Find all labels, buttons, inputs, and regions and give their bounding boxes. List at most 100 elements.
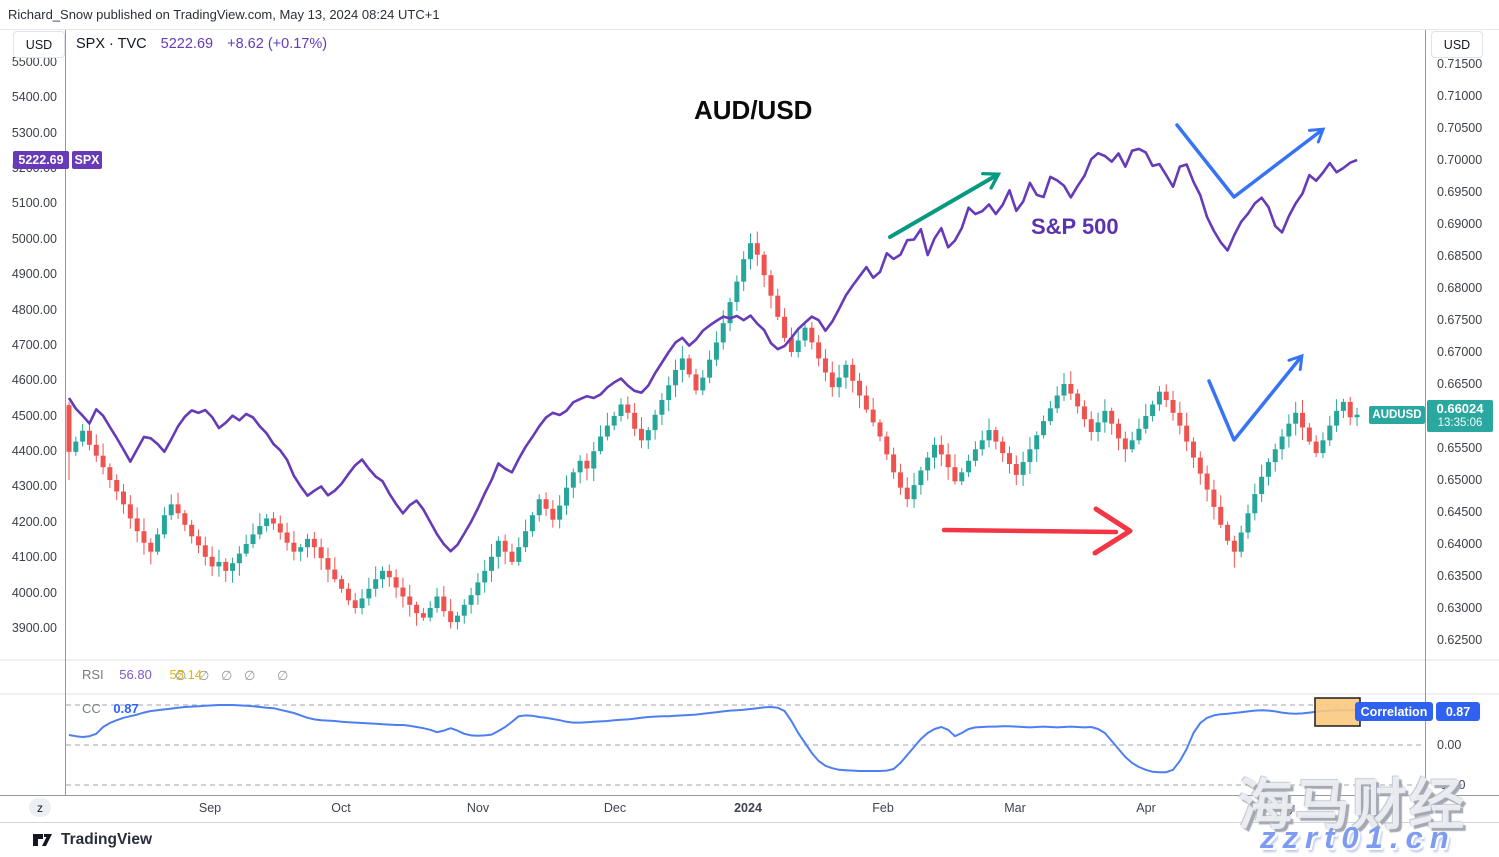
candle-body <box>932 444 938 458</box>
candle-body <box>584 460 590 469</box>
candle-body <box>536 499 542 516</box>
rsi-value-1: 56.80 <box>119 667 152 682</box>
blue-v-arrow-top[interactable] <box>1175 123 1326 199</box>
right-axis-tick: 0.65000 <box>1437 473 1483 487</box>
candle-body <box>679 358 685 370</box>
candle-body <box>1286 423 1292 437</box>
time-axis-label: Apr <box>1136 801 1156 815</box>
candle-body <box>434 596 440 608</box>
rsi-value-2: 55.14 <box>169 667 203 682</box>
highlight-box[interactable] <box>1314 697 1361 727</box>
candle-body <box>230 563 236 571</box>
right-axis-tick: 0.64500 <box>1437 505 1483 519</box>
candle-body <box>1047 408 1053 422</box>
time-axis-label: Mar <box>1004 801 1026 815</box>
sp500-label-annotation: S&P 500 <box>1031 214 1119 239</box>
candle-body <box>80 430 86 442</box>
candle-body <box>986 430 992 441</box>
candle-body <box>1156 391 1162 405</box>
candle-body <box>161 515 167 535</box>
candle-body <box>1061 384 1067 396</box>
candle-body <box>1184 425 1190 442</box>
rsi-empty-value-icon: ∅ <box>244 668 256 683</box>
candle-body <box>754 243 760 255</box>
tradingview-logo-icon <box>33 834 52 846</box>
left-axis-currency-button[interactable]: USD <box>13 31 65 58</box>
candle-body <box>645 430 651 441</box>
candle-body <box>829 372 835 388</box>
candle-body <box>1279 436 1285 450</box>
cc-pane-header[interactable]: CC 0.87 <box>82 701 139 716</box>
tradingview-logo[interactable]: TradingView <box>32 831 152 849</box>
candle-body <box>311 538 317 548</box>
symbol-price: 5222.69 <box>160 36 214 52</box>
candle-body <box>1272 449 1278 463</box>
candle-body <box>305 538 311 548</box>
candle-body <box>216 561 222 567</box>
candle-body <box>611 416 617 426</box>
candle-body <box>202 545 208 557</box>
blue-v-arrow-mid[interactable] <box>1207 353 1304 442</box>
candle-body <box>870 409 876 423</box>
candle-body <box>345 588 351 601</box>
correlation-badge-value: 0.87 <box>1436 702 1480 721</box>
teal-up-arrow[interactable] <box>888 171 1002 239</box>
candle-body <box>891 454 897 473</box>
right-axis-tick: 0.70500 <box>1437 121 1483 135</box>
candle-body <box>809 327 815 343</box>
candle-body <box>1211 489 1217 507</box>
candle-body <box>400 587 406 597</box>
time-axis-label: 2024 <box>734 801 762 815</box>
rsi-pane-header[interactable]: RSI 56.80 55.14 <box>82 667 202 682</box>
candle-body <box>1163 391 1169 400</box>
candle-body <box>1225 524 1231 541</box>
candle-body <box>918 470 924 486</box>
candle-body <box>277 523 283 533</box>
left-axis-tick: 5400.00 <box>11 90 57 105</box>
candle-body <box>1102 410 1108 423</box>
audusd-price: 0.66024 <box>1436 401 1484 416</box>
byline: Richard_Snow published on TradingView.co… <box>8 7 440 22</box>
candle-body <box>175 504 181 514</box>
candle-body <box>1081 406 1087 420</box>
right-axis-tick: 0.70000 <box>1437 153 1483 167</box>
candle-body <box>1259 476 1265 495</box>
left-axis-tick: 5000.00 <box>11 231 57 246</box>
candle-body <box>482 570 488 583</box>
watermark-url: zzrt01.cn <box>1260 820 1456 855</box>
right-axis-currency-button[interactable]: USD <box>1431 31 1483 58</box>
candle-body <box>707 359 713 378</box>
candle-body <box>461 604 467 616</box>
candle-body <box>373 579 379 589</box>
timezone-button[interactable]: z <box>29 798 51 817</box>
correlation-badge-label: Correlation <box>1355 702 1433 721</box>
candle-body <box>257 526 263 535</box>
candle-body <box>863 395 869 410</box>
rsi-label: RSI <box>82 667 104 682</box>
candle-body <box>693 374 699 391</box>
time-axis-label: Nov <box>466 801 490 815</box>
candle-body <box>741 259 747 282</box>
candle-body <box>1109 410 1115 424</box>
candle-body <box>86 430 92 445</box>
left-axis-tick: 4400.00 <box>11 444 57 459</box>
audusd-countdown: 13:35:06 <box>1437 416 1483 429</box>
left-axis-tick: 4300.00 <box>11 479 57 494</box>
candle-body <box>734 281 740 303</box>
right-axis-tick: 0.65500 <box>1437 441 1483 455</box>
candle-body <box>107 467 113 480</box>
candle-body <box>332 569 338 580</box>
candle-body <box>666 385 672 400</box>
candle-body <box>550 508 556 520</box>
candle-body <box>427 608 433 618</box>
candle-body <box>529 515 535 532</box>
red-flat-arrow[interactable] <box>941 527 1119 535</box>
cc-label: CC <box>82 701 101 716</box>
candle-body <box>1306 427 1312 442</box>
candle-body <box>1095 422 1101 432</box>
candle-body <box>1354 414 1360 418</box>
candle-body <box>284 532 290 543</box>
right-axis-tick: 0.69000 <box>1437 217 1483 231</box>
